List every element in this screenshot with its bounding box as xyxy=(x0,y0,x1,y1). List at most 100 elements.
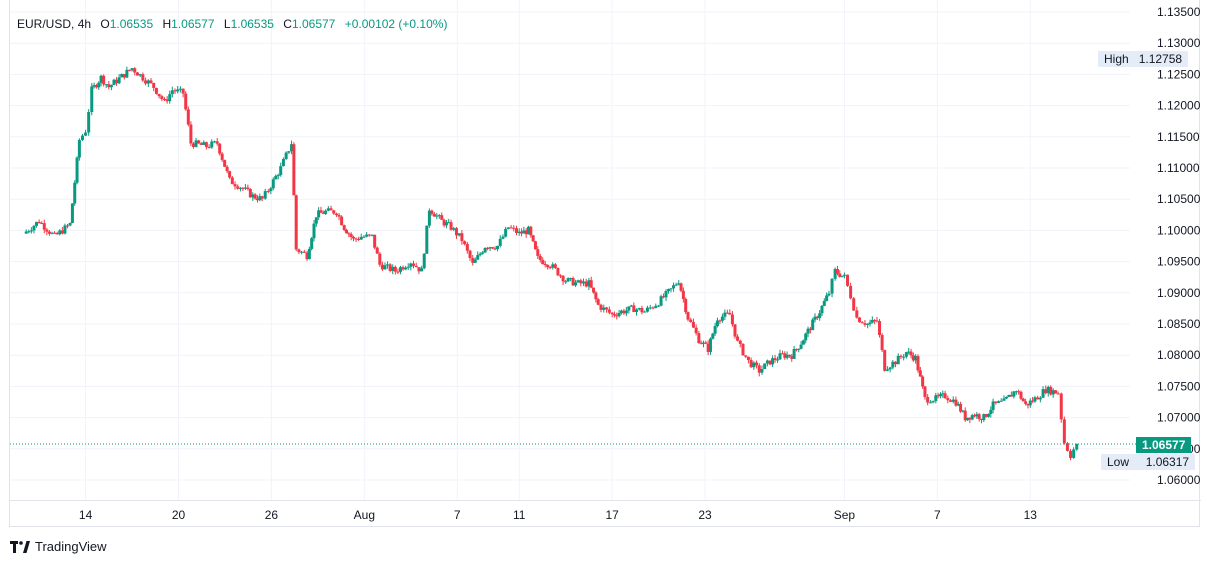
candle-body xyxy=(885,369,889,371)
candle-body xyxy=(120,74,124,78)
candle-body xyxy=(204,142,208,147)
candle-body xyxy=(406,266,410,268)
candle-body xyxy=(287,151,291,153)
candle-body xyxy=(818,313,822,319)
candle-body xyxy=(894,361,898,365)
candle-body xyxy=(58,230,62,235)
candle-body xyxy=(178,88,182,90)
candle-body xyxy=(808,328,812,331)
candle-body xyxy=(319,210,323,213)
candle-body xyxy=(689,319,693,323)
candle-body xyxy=(760,369,764,373)
candle-body xyxy=(801,340,805,345)
candle-body xyxy=(878,321,882,335)
candle-body xyxy=(904,352,908,357)
candle-body xyxy=(380,264,384,270)
candle-body xyxy=(888,367,892,370)
candle-body xyxy=(517,231,521,234)
candle-body xyxy=(736,336,740,341)
tradingview-watermark[interactable]: TradingView xyxy=(10,539,107,554)
candle-body xyxy=(412,263,416,266)
candle-body xyxy=(605,307,609,310)
candle-body xyxy=(493,248,497,250)
legend-symbol[interactable]: EUR/USD xyxy=(17,17,72,31)
candle-body xyxy=(569,278,573,280)
x-tick-label: 13 xyxy=(1024,508,1038,522)
candle-body xyxy=(1056,393,1060,395)
candle-body xyxy=(733,324,737,337)
candle-body xyxy=(657,305,661,307)
candle-body xyxy=(191,143,195,147)
candle-body xyxy=(238,187,242,189)
candle-body xyxy=(946,398,950,401)
candle-body xyxy=(269,188,273,192)
candle-body xyxy=(531,235,535,242)
candle-body xyxy=(615,315,619,317)
candle-body xyxy=(797,348,801,350)
candle-body xyxy=(345,229,349,234)
candle-body xyxy=(386,264,390,266)
candle-body xyxy=(587,280,591,287)
candle-body xyxy=(454,228,458,236)
legend-interval[interactable]: 4h xyxy=(77,17,92,31)
candle-body xyxy=(815,316,819,319)
candle-body xyxy=(738,340,742,344)
candle-body xyxy=(367,234,371,236)
candle-body xyxy=(561,275,565,282)
candle-body xyxy=(866,323,870,325)
candle-body xyxy=(986,413,990,417)
candle-body xyxy=(746,356,750,360)
candle-body xyxy=(659,296,663,306)
candle-body xyxy=(725,312,729,314)
candle-body xyxy=(610,312,614,315)
candle-body xyxy=(1069,450,1073,458)
candle-body xyxy=(504,228,508,237)
candle-body xyxy=(290,144,294,152)
candle-body xyxy=(556,267,560,276)
candle-body xyxy=(258,196,262,201)
candle-body xyxy=(349,234,353,237)
candle-body xyxy=(1014,391,1018,393)
candle-body xyxy=(702,342,706,344)
candle-body xyxy=(744,355,748,357)
last-price-tag: 1.06577 xyxy=(1136,437,1192,453)
candle-body xyxy=(640,308,644,313)
candle-body xyxy=(968,417,972,420)
candle-body xyxy=(476,255,480,260)
candle-body xyxy=(813,316,817,320)
candle-body xyxy=(846,274,850,286)
candle-body xyxy=(473,259,477,263)
candle-body xyxy=(501,236,505,239)
candle-body xyxy=(529,226,533,236)
legend-separator: , xyxy=(71,17,78,31)
candle-body xyxy=(347,233,351,235)
candle-body xyxy=(706,343,710,352)
candle-body xyxy=(863,323,867,325)
candle-body xyxy=(1054,390,1058,394)
candle-body xyxy=(73,182,77,204)
candle-body xyxy=(70,203,74,224)
candle-body xyxy=(512,227,516,229)
candle-body xyxy=(284,152,288,160)
candle-body xyxy=(794,349,798,351)
candle-body xyxy=(329,208,333,211)
candle-body xyxy=(592,287,596,293)
chart-pane[interactable]: 1.13500 1.13000 1.12500 1.12000 1.11500 1.110… xyxy=(9,0,1201,527)
candle-body xyxy=(321,212,325,214)
candle-body xyxy=(53,232,57,234)
candle-body xyxy=(596,299,600,305)
candle-body xyxy=(94,85,98,88)
candle-body xyxy=(173,90,177,92)
candle-body xyxy=(279,166,283,176)
candle-body xyxy=(875,320,879,322)
candle-body xyxy=(141,74,145,81)
y-tick-label: 1.11000 xyxy=(1157,161,1200,175)
candle-body xyxy=(509,227,513,229)
candlestick-chart[interactable]: 1.13500 1.13000 1.12500 1.12000 1.11500 1.110… xyxy=(10,0,1201,527)
candle-body xyxy=(704,342,708,344)
candle-body xyxy=(956,403,960,406)
candle-body xyxy=(594,292,598,300)
candle-body xyxy=(87,111,91,133)
candle-body xyxy=(783,353,787,358)
candle-body xyxy=(32,225,36,231)
